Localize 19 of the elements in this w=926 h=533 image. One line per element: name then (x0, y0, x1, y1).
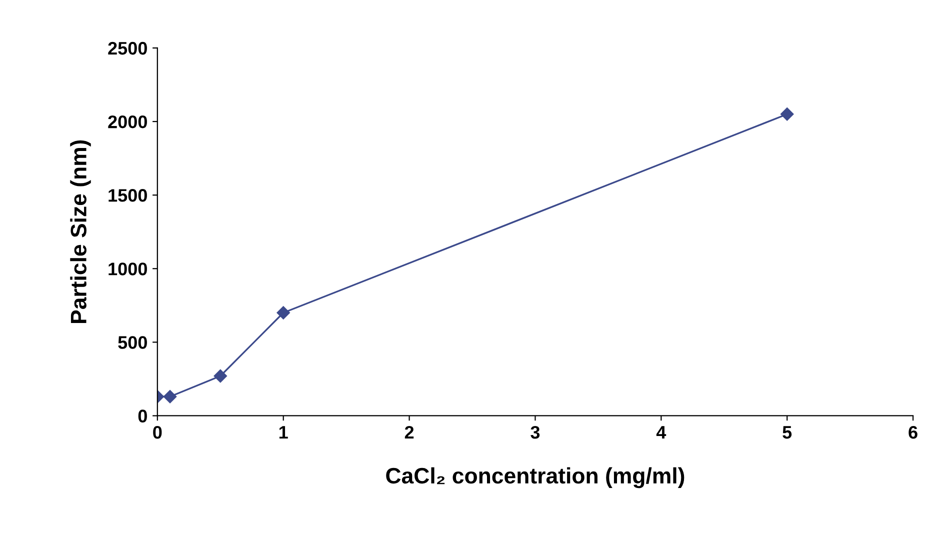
x-tick-label: 0 (153, 426, 162, 439)
x-tick-label: 2 (404, 426, 414, 439)
point (780, 108, 794, 121)
x-tick-label: 4 (656, 426, 666, 439)
x-tick-label: 5 (782, 426, 792, 439)
x-tick-label: 6 (908, 426, 918, 439)
point (214, 369, 227, 383)
point (276, 306, 290, 320)
y-tick-label: 1500 (108, 189, 147, 202)
x-axis-title: CaCl₂ concentration (mg/ml) (386, 467, 684, 488)
y-tick-label: 0 (138, 410, 147, 422)
y-tick-label: 1000 (108, 262, 147, 276)
point (163, 390, 177, 404)
y-tick-label: 500 (118, 336, 147, 349)
x-tick-label: 3 (530, 426, 540, 439)
y-tick-label: 2500 (108, 42, 147, 55)
y-axis-title: Particle Size (nm) (70, 140, 91, 323)
x-tick-label: 1 (279, 426, 288, 439)
y-tick-label: 2000 (108, 115, 147, 128)
